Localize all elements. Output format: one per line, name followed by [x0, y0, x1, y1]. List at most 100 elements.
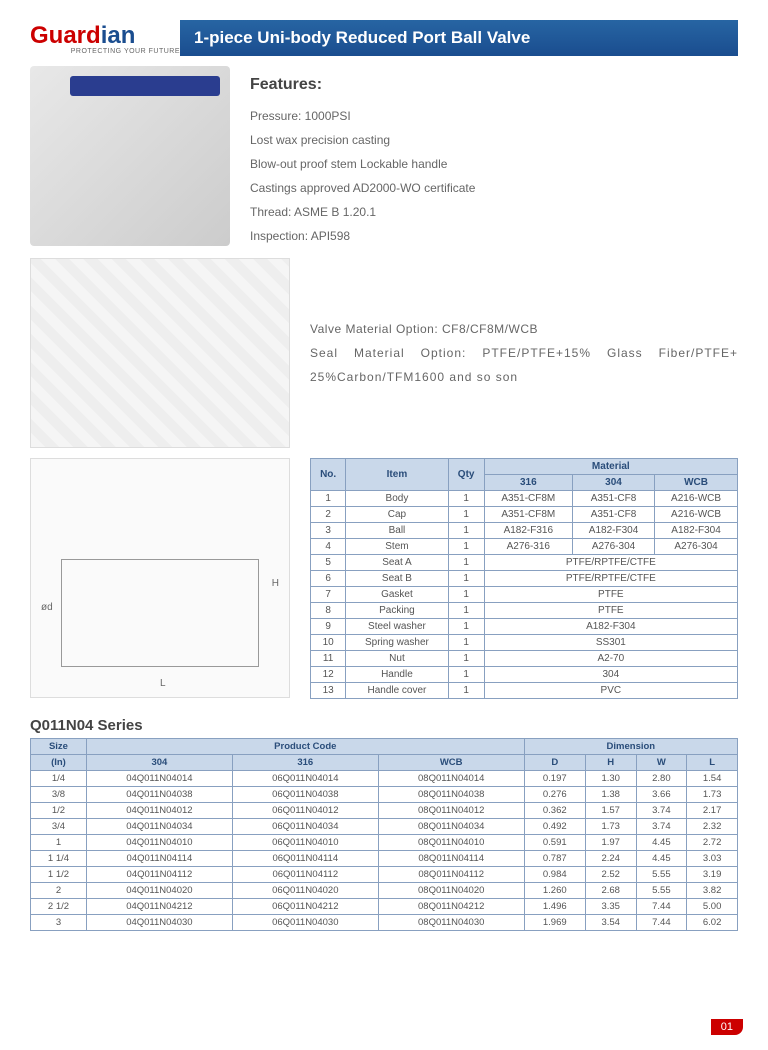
table-cell: Nut — [346, 651, 448, 667]
table-cell: 1.30 — [585, 771, 636, 787]
dimension-drawing: L H ød — [30, 458, 290, 698]
table-row: 204Q011N0402006Q011N0402008Q011N040201.2… — [31, 883, 738, 899]
table-cell: 1/4 — [31, 771, 87, 787]
table-row: 2Cap1A351-CF8MA351-CF8A216-WCB — [311, 507, 738, 523]
page-title: 1-piece Uni-body Reduced Port Ball Valve — [180, 20, 738, 56]
table-cell: 3 — [311, 523, 346, 539]
feature-line: Inspection: API598 — [250, 224, 738, 248]
table-cell: A351-CF8 — [572, 507, 654, 523]
table-cell: 11 — [311, 651, 346, 667]
table-cell: 2.17 — [687, 803, 738, 819]
table-cell: 08Q011N04030 — [378, 915, 524, 931]
th-in: (In) — [31, 755, 87, 771]
th-316: 316 — [232, 755, 378, 771]
table-row: 8Packing1PTFE — [311, 603, 738, 619]
table-cell: A182-F316 — [484, 523, 572, 539]
table-cell: 08Q011N04020 — [378, 883, 524, 899]
table-cell: 04Q011N04030 — [86, 915, 232, 931]
table-cell: A216-WCB — [655, 507, 738, 523]
table-cell: A216-WCB — [655, 491, 738, 507]
table-cell: 1 — [448, 635, 484, 651]
table-cell: 2.32 — [687, 819, 738, 835]
table-cell: 1.57 — [585, 803, 636, 819]
table-row: 6Seat B1PTFE/RPTFE/CTFE — [311, 571, 738, 587]
table-cell: A351-CF8M — [484, 507, 572, 523]
table-row: 3/404Q011N0403406Q011N0403408Q011N040340… — [31, 819, 738, 835]
table-cell: 3.82 — [687, 883, 738, 899]
table-cell: 04Q011N04212 — [86, 899, 232, 915]
table-cell: 06Q011N04112 — [232, 867, 378, 883]
table-cell: PTFE — [484, 603, 737, 619]
table-cell: 0.984 — [524, 867, 585, 883]
table-cell: 1 — [448, 603, 484, 619]
series-title: Q011N04 Series — [30, 717, 738, 734]
table-cell: Packing — [346, 603, 448, 619]
table-cell: 5.00 — [687, 899, 738, 915]
logo: Guardian PROTECTING YOUR FUTURE — [30, 22, 180, 55]
table-cell: 06Q011N04014 — [232, 771, 378, 787]
table-cell: 3.35 — [585, 899, 636, 915]
table-row: 1/404Q011N0401406Q011N0401408Q011N040140… — [31, 771, 738, 787]
table-cell: A351-CF8 — [572, 491, 654, 507]
table-cell: 1 — [448, 555, 484, 571]
header: Guardian PROTECTING YOUR FUTURE 1-piece … — [30, 20, 738, 56]
table-cell: 6 — [311, 571, 346, 587]
dim-h: H — [272, 578, 279, 589]
table-cell: 06Q011N04212 — [232, 899, 378, 915]
table-cell: 7.44 — [636, 899, 687, 915]
table-cell: 08Q011N04212 — [378, 899, 524, 915]
table-cell: PTFE — [484, 587, 737, 603]
table-cell: 0.197 — [524, 771, 585, 787]
table-row: 2 1/204Q011N0421206Q011N0421208Q011N0421… — [31, 899, 738, 915]
table-row: 304Q011N0403006Q011N0403008Q011N040301.9… — [31, 915, 738, 931]
table-cell: 3/8 — [31, 787, 87, 803]
table-cell: Ball — [346, 523, 448, 539]
table-cell: A351-CF8M — [484, 491, 572, 507]
th-304: 304 — [86, 755, 232, 771]
table-cell: 1.969 — [524, 915, 585, 931]
table-cell: 3.03 — [687, 851, 738, 867]
table-cell: 1 — [448, 587, 484, 603]
table-cell: 0.276 — [524, 787, 585, 803]
table-cell: Cap — [346, 507, 448, 523]
table-cell: 3.54 — [585, 915, 636, 931]
section-materials: L H ød No. Item Qty Material 316 304 WCB… — [30, 458, 738, 699]
table-cell: 1 — [448, 619, 484, 635]
table-cell: A276-304 — [572, 539, 654, 555]
table-cell: 1 — [311, 491, 346, 507]
table-cell: 06Q011N04010 — [232, 835, 378, 851]
th-l: L — [687, 755, 738, 771]
table-cell: 06Q011N04038 — [232, 787, 378, 803]
feature-line: Lost wax precision casting — [250, 128, 738, 152]
table-cell: Seat A — [346, 555, 448, 571]
table-cell: PTFE/RPTFE/CTFE — [484, 555, 737, 571]
table-cell: 08Q011N04014 — [378, 771, 524, 787]
table-cell: A182-F304 — [572, 523, 654, 539]
table-cell: 0.492 — [524, 819, 585, 835]
table-cell: 04Q011N04020 — [86, 883, 232, 899]
page-number: 01 — [711, 1019, 743, 1035]
table-cell: 1 — [448, 571, 484, 587]
seal-option: Seal Material Option: PTFE/PTFE+15% Glas… — [310, 341, 738, 389]
table-row: 7Gasket1PTFE — [311, 587, 738, 603]
valve-option: Valve Material Option: CF8/CF8M/WCB — [310, 317, 738, 341]
table-cell: 12 — [311, 667, 346, 683]
table-cell: 3.66 — [636, 787, 687, 803]
table-row: 12Handle1304 — [311, 667, 738, 683]
table-row: 1 1/404Q011N0411406Q011N0411408Q011N0411… — [31, 851, 738, 867]
th-d: D — [524, 755, 585, 771]
dim-phid: ød — [41, 602, 53, 613]
table-cell: A182-F304 — [484, 619, 737, 635]
table-cell: 06Q011N04114 — [232, 851, 378, 867]
table-cell: 1 — [448, 539, 484, 555]
table-cell: 1 1/4 — [31, 851, 87, 867]
table-cell: 304 — [484, 667, 737, 683]
table-cell: 2 — [311, 507, 346, 523]
exploded-diagram — [30, 258, 290, 448]
table-cell: 04Q011N04012 — [86, 803, 232, 819]
table-cell: 0.787 — [524, 851, 585, 867]
table-cell: 5 — [311, 555, 346, 571]
table-cell: 2.24 — [585, 851, 636, 867]
table-cell: 1/2 — [31, 803, 87, 819]
table-cell: A276-316 — [484, 539, 572, 555]
